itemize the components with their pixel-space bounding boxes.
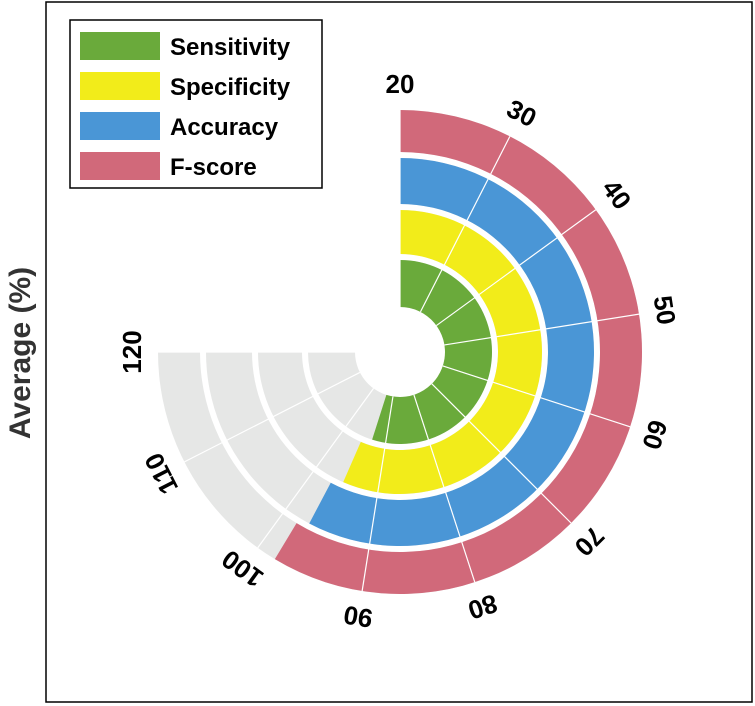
angular-grid (158, 110, 640, 592)
grid-line (184, 371, 361, 463)
grid-line (431, 383, 572, 524)
legend-swatch-specificity (80, 72, 160, 100)
bar-specificity (343, 210, 543, 495)
legend-label-specificity: Specificity (170, 74, 291, 101)
legend-label-sensitivity: Sensitivity (170, 34, 291, 61)
legend-swatch-sensitivity (80, 32, 160, 60)
bar-sensitivity (372, 260, 492, 444)
tick-label-120: 120 (117, 330, 147, 373)
legend: Sensitivity Specificity Accuracy F-score (69, 19, 323, 189)
legend-label-accuracy: Accuracy (170, 114, 279, 141)
data-bars (274, 110, 642, 595)
grid-line (419, 136, 511, 313)
grid-line (436, 209, 597, 327)
tick-label-90: 90 (341, 600, 374, 634)
grid-line (257, 388, 375, 549)
y-axis-label: Average (%) (4, 267, 37, 439)
grid-line (444, 313, 640, 346)
tick-label-50: 50 (648, 293, 682, 326)
grid-line (442, 365, 631, 428)
grid-line (361, 396, 394, 592)
legend-label-f-score: F-score (170, 154, 257, 181)
bar-accuracy (309, 158, 594, 546)
bar-f-score (274, 110, 642, 595)
grid-line (413, 394, 476, 583)
legend-swatch-accuracy (80, 112, 160, 140)
legend-items: Sensitivity Specificity Accuracy F-score (80, 32, 291, 181)
legend-swatch-f-score (80, 152, 160, 180)
tick-label-20: 20 (386, 69, 415, 99)
